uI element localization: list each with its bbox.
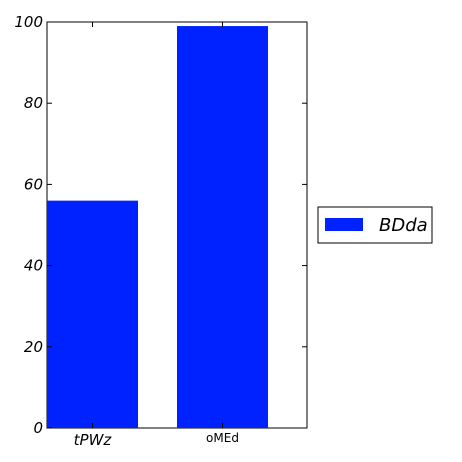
axis-ticks	[47, 21, 307, 429]
bars	[47, 26, 268, 429]
x-tick-label-oMEd: oMEd	[206, 431, 239, 445]
bar-tPWz	[47, 200, 138, 428]
y-tick-label: 80	[24, 94, 43, 112]
y-tick-label: 100	[14, 13, 43, 31]
y-tick-label: 0	[33, 419, 43, 437]
legend-label: BDda	[379, 215, 428, 236]
bar-oMEd	[177, 26, 268, 429]
y-tick-label: 40	[24, 257, 43, 275]
y-tick-labels: 0 20 40 60 80 100	[14, 13, 43, 437]
x-tick-label-tPWz: tPWz	[74, 431, 113, 449]
legend: BDda	[317, 206, 433, 244]
y-tick-label: 20	[24, 338, 43, 356]
y-tick-label: 60	[24, 175, 43, 193]
x-tick-labels: tPWz oMEd	[74, 431, 239, 449]
legend-swatch	[325, 218, 363, 231]
